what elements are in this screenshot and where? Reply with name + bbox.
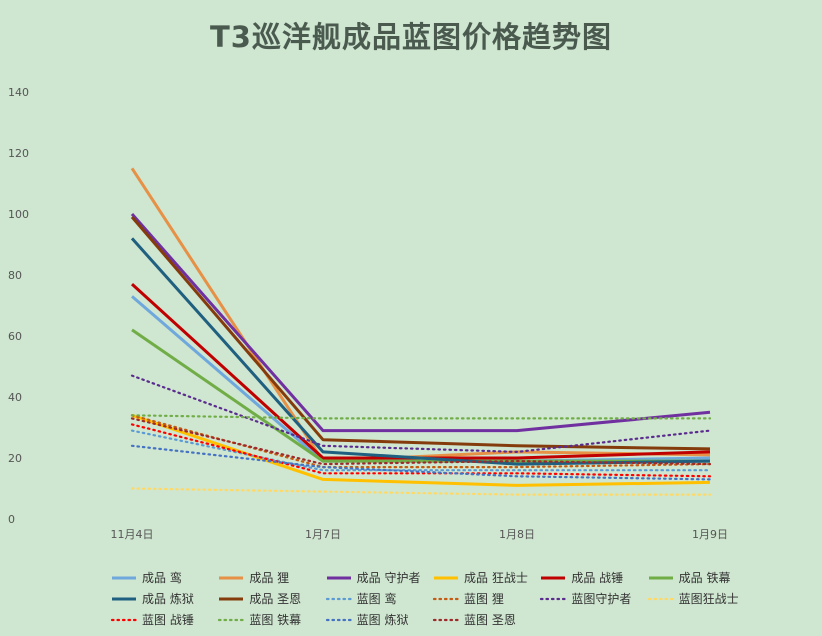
legend-swatch (219, 597, 244, 600)
legend-label: 成品 守护者 (356, 571, 421, 585)
legend-label: 成品 战锤 (571, 571, 624, 585)
legend-label: 蓝图 鸾 (356, 592, 397, 606)
legend-swatch (432, 618, 460, 621)
legend-label: 成品 圣恩 (249, 592, 302, 606)
legend-swatch (540, 597, 567, 600)
legend-item: 成品 炼狱 (110, 589, 213, 608)
legend-label: 蓝图 炼狱 (356, 613, 409, 627)
series-line-15 (130, 417, 712, 466)
y-tick-label: 60 (8, 330, 22, 343)
legend-item: 成品 战锤 (539, 568, 642, 587)
legend-item: 成品 狸 (217, 568, 320, 587)
series-line-14 (130, 444, 712, 481)
legend-item: 成品 狂战士 (432, 568, 535, 587)
legend-label: 蓝图 战锤 (142, 613, 194, 627)
legend-label: 蓝图 狸 (464, 592, 504, 606)
series-line-7 (130, 216, 711, 451)
legend-item: 蓝图狂战士 (647, 589, 750, 608)
series-line-10 (130, 374, 712, 453)
legend-label: 蓝图 铁幕 (249, 613, 302, 627)
legend-item: 蓝图 圣恩 (432, 610, 535, 629)
y-tick-label: 0 (8, 513, 15, 526)
series-line-3 (131, 413, 711, 487)
series-line-6 (130, 237, 711, 466)
series-line-0 (131, 295, 711, 463)
legend-item: 蓝图 炼狱 (325, 610, 428, 629)
legend-swatch (541, 576, 566, 579)
line-chart-plot: 0 20 40 60 80 100 120 140 11月4日 1月7日 1月8日 1月9日 (8, 86, 729, 541)
legend-item: 蓝图 战锤 (110, 610, 213, 629)
legend-swatch (112, 576, 136, 579)
legend-swatch (325, 597, 352, 600)
legend-label: 成品 铁幕 (678, 571, 731, 585)
legend-item: 成品 铁幕 (647, 568, 750, 587)
legend-swatch (218, 618, 245, 621)
y-tick-label: 100 (8, 208, 29, 221)
x-tick-label: 1月7日 (305, 528, 341, 541)
legend-swatch (647, 597, 674, 600)
legend-swatch (110, 618, 138, 621)
legend-label: 成品 炼狱 (142, 592, 194, 606)
series-lines (130, 167, 712, 496)
series-line-8 (130, 429, 712, 472)
y-tick-label: 40 (8, 391, 22, 404)
x-tick-label: 1月8日 (499, 528, 535, 541)
series-line-11 (130, 487, 712, 496)
legend-item: 成品 圣恩 (217, 589, 320, 608)
legend-label: 成品 狂战士 (464, 571, 528, 585)
legend-swatch (648, 576, 673, 579)
legend-label: 蓝图狂战士 (678, 592, 739, 606)
legend-swatch (325, 618, 352, 621)
legend-label: 成品 狸 (249, 571, 290, 585)
y-tick-label: 140 (8, 86, 29, 99)
legend-item: 成品 守护者 (325, 568, 428, 587)
legend-item: 蓝图 铁幕 (217, 610, 320, 629)
legend-label: 成品 鸾 (142, 571, 182, 585)
legend-swatch (112, 597, 136, 600)
chart-legend: 成品 鸾 成品 狸 成品 守护者 成品 狂战士 成品 战锤 成品 铁幕成品 炼狱 成品 圣恩… (110, 568, 750, 629)
x-tick-label: 11月4日 (111, 528, 154, 541)
legend-label: 蓝图守护者 (571, 592, 632, 606)
legend-label: 蓝图 圣恩 (464, 613, 516, 627)
legend-item: 蓝图守护者 (539, 589, 642, 608)
legend-swatch (434, 576, 458, 579)
y-tick-label: 120 (8, 147, 29, 160)
series-line-12 (130, 423, 712, 478)
series-line-13 (130, 414, 712, 420)
y-tick-label: 80 (8, 269, 22, 282)
legend-item: 蓝图 狸 (432, 589, 535, 608)
series-line-2 (130, 213, 711, 433)
legend-item: 成品 鸾 (110, 568, 213, 587)
legend-swatch (219, 576, 244, 579)
legend-swatch (432, 597, 460, 600)
legend-swatch (326, 576, 351, 579)
x-tick-label: 1月9日 (692, 528, 728, 541)
x-axis-ticks: 11月4日 1月7日 1月8日 1月9日 (111, 528, 729, 541)
y-axis-ticks: 0 20 40 60 80 100 120 140 (8, 86, 29, 526)
y-tick-label: 20 (8, 452, 22, 465)
series-line-1 (130, 167, 711, 463)
legend-item: 蓝图 鸾 (325, 589, 428, 608)
chart-title: T3巡洋舰成品蓝图价格趋势图 (210, 20, 612, 54)
